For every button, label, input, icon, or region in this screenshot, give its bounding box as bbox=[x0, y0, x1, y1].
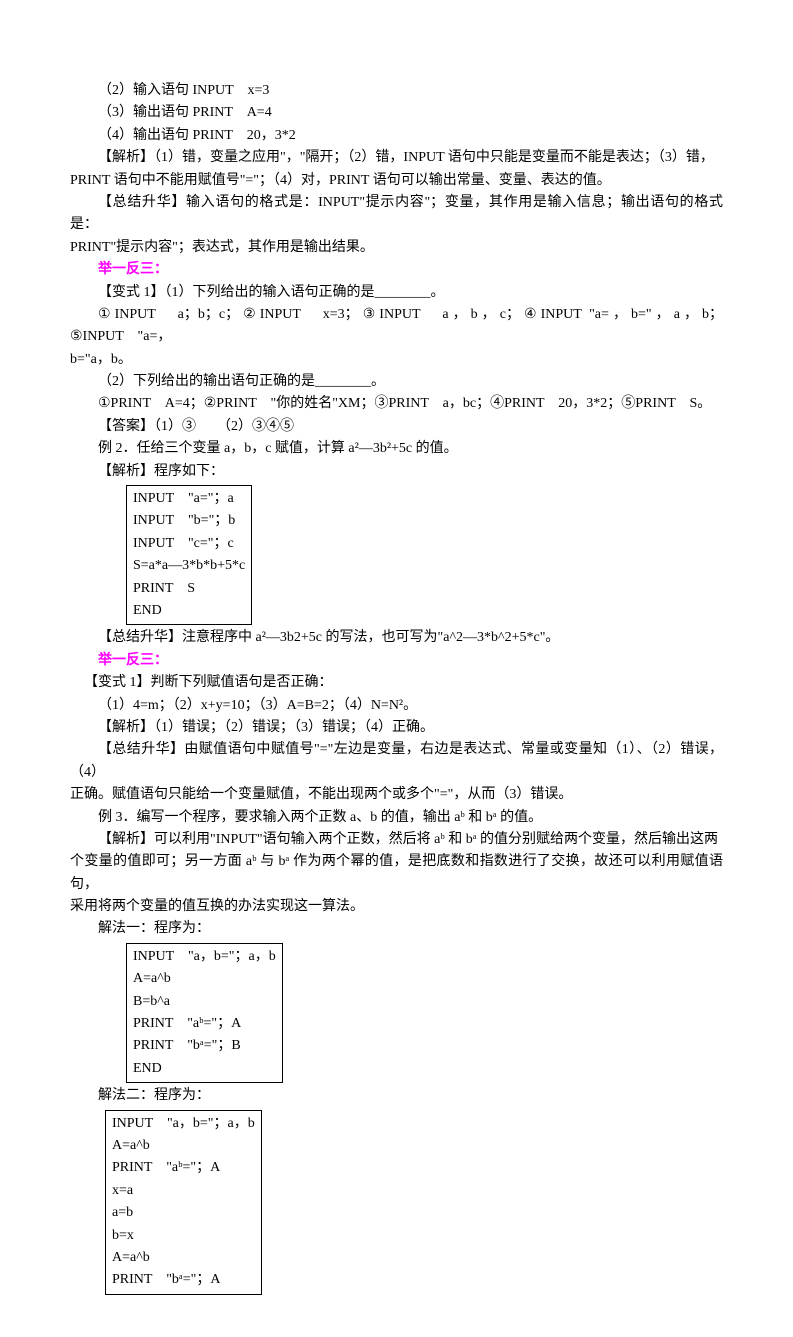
para-method1: 解法一：程序为： bbox=[70, 918, 723, 940]
para-analysis3a: 【解析】可以利用"INPUT"语句输入两个正数，然后将 aᵇ 和 bᵃ 的值分别… bbox=[70, 829, 723, 851]
para-analysis1a: 【解析】（1）错，变量之应用"，"隔开；（2）错，INPUT 语句中只能是变量而… bbox=[70, 147, 723, 169]
para-analysis3b: 个变量的值即可；另一方面 aᵇ 与 bᵃ 作为两个幂的值，是把底数和指数进行了交… bbox=[70, 851, 723, 896]
para-var1-opts2: ①PRINT A=4；②PRINT "你的姓名"XM；③PRINT a，bc；④… bbox=[70, 393, 723, 415]
code1-l6: END bbox=[133, 600, 245, 622]
para-output3: （3）输出语句 PRINT A=4 bbox=[70, 102, 723, 124]
code2-l3: B=b^a bbox=[133, 991, 276, 1013]
para-var2-analysis: 【解析】（1）错误；（2）错误；（3）错误；（4）正确。 bbox=[70, 717, 723, 739]
para-summary3a: 【总结升华】由赋值语句中赋值号"="左边是变量，右边是表达式、常量或变量知（1）… bbox=[70, 739, 723, 784]
code-box-1: INPUT "a="；a INPUT "b="；b INPUT "c="；c S… bbox=[126, 485, 252, 625]
code-box-3: INPUT "a，b="；a，b A=a^b PRINT "aᵇ="；A x=a… bbox=[105, 1110, 262, 1295]
heading-variation1: 举一反三： bbox=[98, 259, 723, 281]
para-var1-opts-a: ①INPUT a；b；c；②INPUT x=3；③INPUT a，b，c；④IN… bbox=[70, 304, 723, 349]
code2-l6: END bbox=[133, 1058, 276, 1080]
para-example3: 例 3．编写一个程序，要求输入两个正数 a、b 的值，输出 aᵇ 和 bᵃ 的值… bbox=[70, 807, 723, 829]
para-example2: 例 2．任给三个变量 a，b，c 赋值，计算 a²―3b²+5c 的值。 bbox=[70, 438, 723, 460]
code2-l1: INPUT "a，b="；a，b bbox=[133, 946, 276, 968]
para-answer1: 【答案】（1）③ （2）③④⑤ bbox=[70, 416, 723, 438]
para-output4: （4）输出语句 PRINT 20，3*2 bbox=[70, 125, 723, 147]
code2-l2: A=a^b bbox=[133, 968, 276, 990]
code-box-2: INPUT "a，b="；a，b A=a^b B=b^a PRINT "aᵇ="… bbox=[126, 943, 283, 1083]
para-summary1b: PRINT"提示内容"；表达式，其作用是输出结果。 bbox=[70, 237, 723, 259]
para-var1-q2: （2）下列给出的输出语句正确的是________。 bbox=[70, 371, 723, 393]
para-analysis1b: PRINT 语句中不能用赋值号"="；（4）对，PRINT 语句可以输出常量、变… bbox=[70, 170, 723, 192]
code3-l7: A=a^b bbox=[112, 1247, 255, 1269]
code1-l3: INPUT "c="；c bbox=[133, 533, 245, 555]
para-summary2: 【总结升华】注意程序中 a²―3b2+5c 的写法，也可写为"a^2―3*b^2… bbox=[70, 627, 723, 649]
para-analysis2: 【解析】程序如下： bbox=[70, 461, 723, 483]
para-var1-q1: 【变式 1】（1）下列给出的输入语句正确的是________。 bbox=[70, 282, 723, 304]
code1-l4: S=a*a―3*b*b+5*c bbox=[133, 555, 245, 577]
code1-l5: PRINT S bbox=[133, 578, 245, 600]
code3-l8: PRINT "bᵃ="；A bbox=[112, 1269, 255, 1291]
heading-variation2: 举一反三： bbox=[98, 650, 723, 672]
para-method2: 解法二：程序为： bbox=[70, 1085, 723, 1107]
code2-l5: PRINT "bᵃ="；B bbox=[133, 1035, 276, 1057]
code1-l1: INPUT "a="；a bbox=[133, 488, 245, 510]
document-page: （2）输入语句 INPUT x=3 （3）输出语句 PRINT A=4 （4）输… bbox=[0, 0, 793, 1337]
code3-l5: a=b bbox=[112, 1202, 255, 1224]
para-input2: （2）输入语句 INPUT x=3 bbox=[70, 80, 723, 102]
para-summary1a: 【总结升华】输入语句的格式是：INPUT"提示内容"；变量，其作用是输入信息；输… bbox=[70, 192, 723, 237]
code3-l1: INPUT "a，b="；a，b bbox=[112, 1113, 255, 1135]
para-var2-items: （1）4=m；（2）x+y=10；（3）A=B=2；（4）N=N²。 bbox=[70, 695, 723, 717]
code3-l4: x=a bbox=[112, 1180, 255, 1202]
code1-l2: INPUT "b="；b bbox=[133, 510, 245, 532]
para-var2-title: 【变式 1】判断下列赋值语句是否正确： bbox=[84, 672, 723, 694]
code3-l2: A=a^b bbox=[112, 1135, 255, 1157]
code2-l4: PRINT "aᵇ="；A bbox=[133, 1013, 276, 1035]
para-summary3b: 正确。赋值语句只能给一个变量赋值，不能出现两个或多个"="，从而（3）错误。 bbox=[70, 784, 723, 806]
para-analysis3c: 采用将两个变量的值互换的办法实现这一算法。 bbox=[70, 896, 723, 918]
para-var1-opts-b: b="a，b。 bbox=[70, 349, 723, 371]
code3-l3: PRINT "aᵇ="；A bbox=[112, 1157, 255, 1179]
code3-l6: b=x bbox=[112, 1225, 255, 1247]
